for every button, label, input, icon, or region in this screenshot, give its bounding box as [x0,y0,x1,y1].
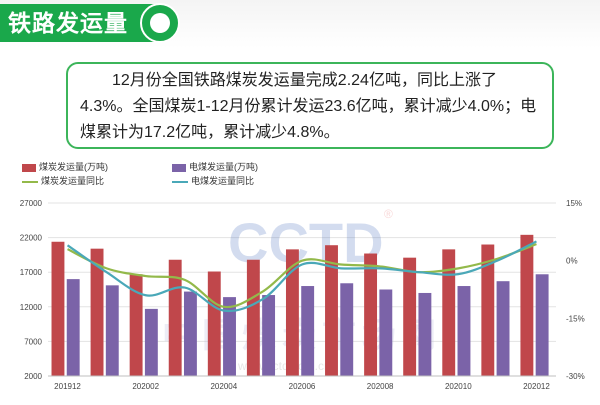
bar-coal [364,253,378,376]
legend-item-coal-line: 煤炭发运量同比 [22,175,104,187]
legend-label-coal-bar: 煤炭发运量(万吨) [39,162,108,172]
bar-coal [520,234,534,376]
axes-layer: 27000 22000 17000 12000 7000 2000 15% 0% -15% -30… [20,199,585,391]
y-right-tick-label: 15% [566,199,582,208]
bar-power-coal [183,291,197,376]
bar-coal [481,244,495,376]
line-power-coal-yoy [66,240,537,313]
bar-power-coal [144,308,158,376]
legend-label-coal-line: 煤炭发运量同比 [41,176,105,186]
y-left-tick-label: 2000 [24,372,42,381]
bar-coal [325,245,338,376]
watermark-reg-mark: ® [384,207,393,221]
bar-power-coal [223,297,236,376]
title-decoration-circle [140,3,180,43]
legend-item-power-bar: 电煤发运量(万吨) [172,161,258,173]
legend-swatch-coal-line [22,180,38,183]
x-tick-label: 202012 [523,382,550,391]
bar-coal [207,271,221,376]
bar-power-coal [457,286,471,376]
summary-text: 12月份全国铁路煤炭发运量完成2.24亿吨，同比上涨了4.3%。全国煤炭1-12… [80,72,537,141]
bar-coal [442,249,456,376]
legend-swatch-coal-bar [22,163,36,172]
y-right-tick-label: -15% [566,314,585,323]
bars-layer [51,234,549,376]
legend-swatch-power-bar [172,163,186,172]
legend-swatch-power-line [172,180,188,183]
lines-layer [66,240,537,313]
legend-label-power-line: 电煤发运量同比 [191,176,255,186]
bar-power-coal [496,281,510,376]
bar-coal [246,259,260,376]
line-coal-yoy [67,243,537,309]
y-right-tick-label: -30% [566,372,585,381]
x-tick-label: 202008 [367,382,394,391]
bar-power-coal [66,279,80,376]
summary-box: 12月份全国铁路煤炭发运量完成2.24亿吨，同比上涨了4.3%。全国煤炭1-12… [66,62,554,149]
bar-power-coal [340,283,354,376]
bar-coal [90,248,104,376]
y-left-tick-label: 22000 [20,234,43,243]
x-tick-label: 202004 [210,382,237,391]
legend-item-coal-bar: 煤炭发运量(万吨) [22,161,108,173]
bar-power-coal [379,289,393,376]
chart-svg: CCTD ® 中国煤炭市场网 www.cctd.com.cn 270002200… [20,199,585,391]
x-tick-label: 202006 [289,382,316,391]
legend-label-power-bar: 电煤发运量(万吨) [189,162,258,172]
legend-item-power-line: 电煤发运量同比 [172,175,254,187]
bar-power-coal [535,274,549,376]
bar-coal [129,274,143,376]
bar-coal [285,249,299,376]
y-left-tick-label: 7000 [24,337,42,346]
x-tick-label: 202010 [445,382,472,391]
y-left-tick-label: 27000 [20,199,43,208]
x-tick-label: 202002 [132,382,159,391]
bar-coal [403,257,417,376]
y-right-tick-label: 0% [566,257,578,266]
bar-power-coal [105,285,119,376]
y-left-tick-label: 12000 [20,303,43,312]
chart-legend: 煤炭发运量(万吨) 电煤发运量(万吨) 煤炭发运量同比 电煤发运量同比 [22,161,322,191]
section-title: 铁路发运量 [0,4,158,42]
bar-coal [51,241,65,376]
x-tick-label: 201912 [54,382,81,391]
title-decoration-dot [150,13,170,33]
bar-power-coal [301,286,315,376]
bar-power-coal [262,295,276,376]
bar-power-coal [418,292,432,376]
y-left-tick-label: 17000 [20,268,43,277]
